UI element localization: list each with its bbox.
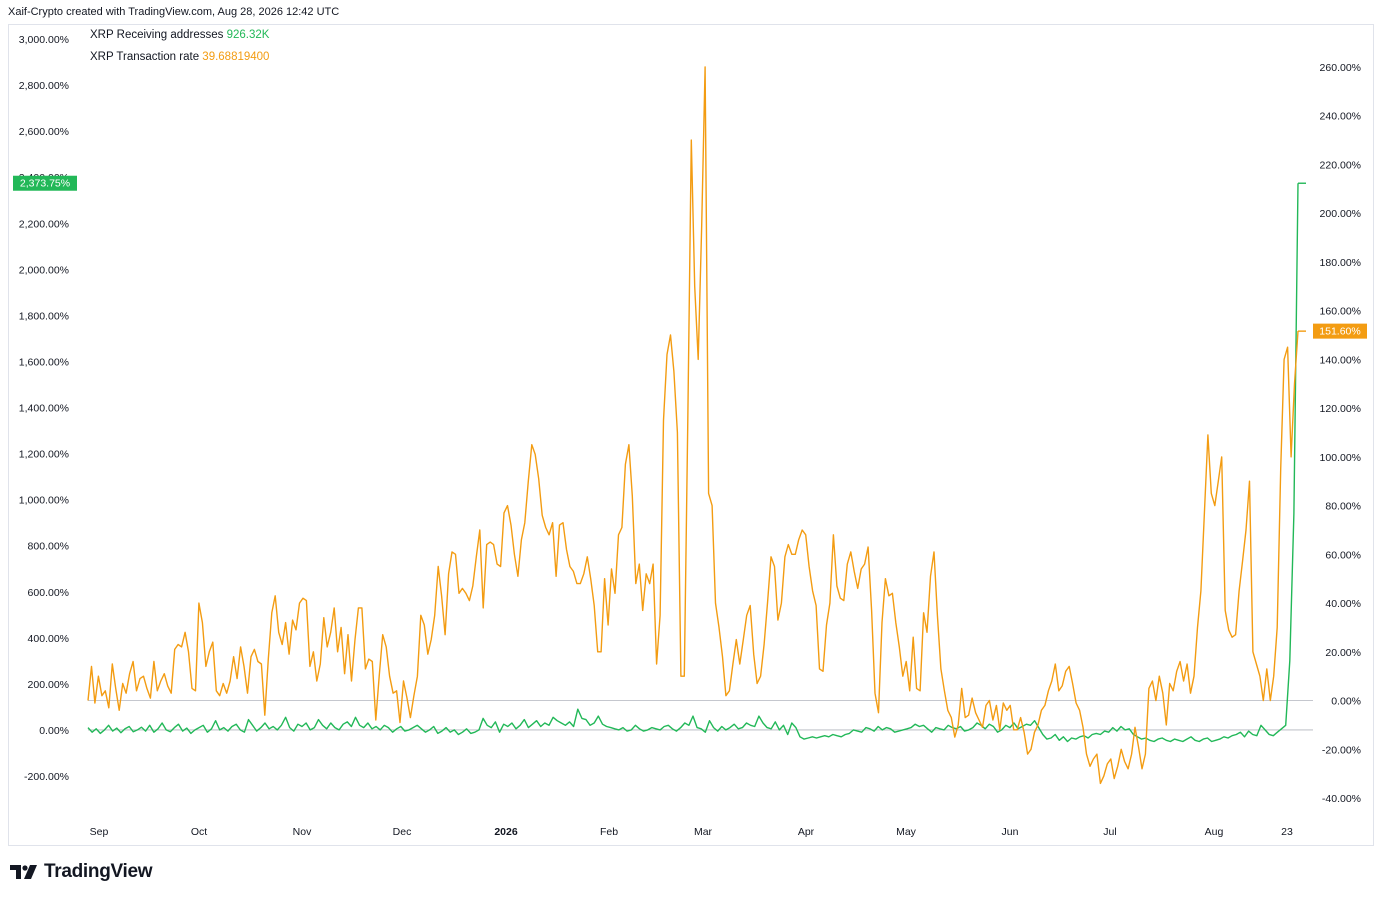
chart-pane[interactable]: 3,000.00%2,800.00%2,600.00%2,400.00%2,20…	[8, 24, 1374, 846]
right-axis-tick-label: 160.00%	[1320, 306, 1361, 318]
right-price-axis[interactable]: 260.00% 240.00% 220.00% 200.00% 180.00% 160.0…	[1320, 62, 1361, 805]
right-value-badge-text: 151.60%	[1319, 326, 1360, 338]
time-axis-label: Apr	[798, 826, 815, 838]
time-axis[interactable]: Sep Oct Nov Dec 2026 Feb Mar Apr May Jun Jul Aug 23	[90, 826, 1293, 838]
zero-lines	[88, 700, 1313, 731]
right-axis-tick-label: 60.00%	[1325, 549, 1361, 561]
time-axis-label: Sep	[90, 826, 109, 838]
left-axis-tick-label: 0.00%	[39, 725, 69, 737]
chart-attribution: Xaif-Crypto created with TradingView.com…	[8, 6, 340, 18]
left-axis-tick-label: 1,800.00%	[19, 310, 69, 322]
time-axis-label: Dec	[393, 826, 412, 838]
right-axis-tick-label: 220.00%	[1320, 159, 1361, 171]
left-axis-tick-label: 1,400.00%	[19, 403, 69, 415]
left-axis-tick-label: 2,600.00%	[19, 126, 69, 138]
right-axis-tick-label: 260.00%	[1320, 62, 1361, 74]
legend-transaction[interactable]: XRP Transaction rate 39.68819400	[90, 51, 269, 63]
time-axis-label: Nov	[293, 826, 312, 838]
receiving-addresses-line	[87, 183, 1299, 743]
right-axis-tick-label: -20.00%	[1322, 744, 1361, 756]
right-axis-tick-label: 100.00%	[1320, 452, 1361, 464]
time-axis-label: Mar	[694, 826, 713, 838]
right-axis-tick-label: -40.00%	[1322, 793, 1361, 805]
left-axis-tick-label: 400.00%	[28, 633, 69, 645]
time-axis-label: Aug	[1205, 826, 1224, 838]
left-value-badge: 2,373.75%	[13, 175, 77, 191]
right-value-badge: 151.60%	[1313, 323, 1367, 339]
right-axis-tick-label: 80.00%	[1325, 501, 1361, 513]
left-axis-tick-label: 3,000.00%	[19, 34, 69, 46]
left-axis-tick-label: 600.00%	[28, 587, 69, 599]
right-value-badge-bg	[1313, 323, 1367, 339]
legend-transaction-name: XRP Transaction rate	[90, 51, 200, 63]
right-axis-tick-label: 20.00%	[1325, 647, 1361, 659]
right-axis-tick-label: 0.00%	[1331, 696, 1361, 708]
tradingview-wordmark: TradingView	[44, 861, 153, 882]
legend-transaction-value: 39.68819400	[202, 51, 270, 63]
left-axis-tick-label: 2,200.00%	[19, 218, 69, 230]
legend-receiving[interactable]: XRP Receiving addresses 926.32K	[90, 29, 269, 41]
transaction-rate-line	[87, 66, 1299, 785]
time-axis-label: Oct	[191, 826, 207, 838]
left-price-axis[interactable]: 3,000.00%2,800.00%2,600.00%2,400.00%2,20…	[19, 34, 69, 783]
right-axis-tick-label: 120.00%	[1320, 403, 1361, 415]
time-axis-label: 23	[1281, 826, 1293, 838]
time-axis-label: Feb	[600, 826, 618, 838]
right-axis-tick-label: 240.00%	[1320, 111, 1361, 123]
legend-receiving-value: 926.32K	[226, 29, 270, 41]
time-axis-label: Jun	[1002, 826, 1019, 838]
legend-receiving-name: XRP Receiving addresses	[90, 29, 224, 41]
left-axis-tick-label: 2,800.00%	[19, 80, 69, 92]
left-axis-tick-label: 800.00%	[28, 541, 69, 553]
left-axis-tick-label: 1,600.00%	[19, 356, 69, 368]
tradingview-brand[interactable]: TradingView	[10, 861, 153, 883]
tradingview-logo-icon	[10, 864, 38, 880]
last-value-badges: 2,373.75% 151.60%	[13, 175, 1367, 339]
left-value-badge-bg	[13, 175, 77, 191]
time-axis-label: May	[896, 826, 917, 838]
series-layer	[87, 66, 1306, 785]
right-axis-tick-label: 140.00%	[1320, 354, 1361, 366]
right-axis-tick-label: 40.00%	[1325, 598, 1361, 610]
time-axis-label: 2026	[494, 826, 518, 838]
left-axis-tick-label: 1,000.00%	[19, 495, 69, 507]
left-axis-tick-label: 1,200.00%	[19, 449, 69, 461]
right-axis-tick-label: 200.00%	[1320, 208, 1361, 220]
left-value-badge-text: 2,373.75%	[20, 178, 70, 190]
time-axis-label: Jul	[1103, 826, 1116, 838]
left-axis-tick-label: 2,000.00%	[19, 264, 69, 276]
chart-svg[interactable]: 3,000.00%2,800.00%2,600.00%2,400.00%2,20…	[9, 25, 1373, 845]
right-axis-tick-label: 180.00%	[1320, 257, 1361, 269]
left-axis-tick-label: -200.00%	[24, 771, 69, 783]
left-axis-tick-label: 200.00%	[28, 679, 69, 691]
